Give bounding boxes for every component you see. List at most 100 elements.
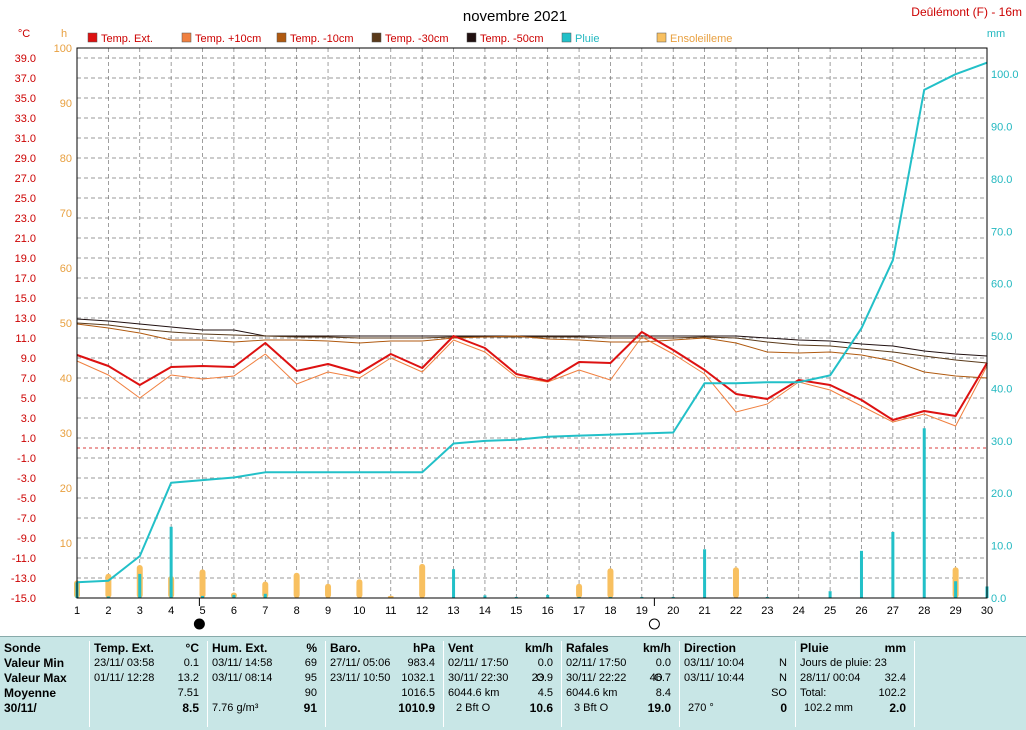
x-tick-label: 12 bbox=[416, 605, 428, 617]
temp-tick-label: -11.0 bbox=[12, 553, 36, 565]
temp-tick-label: 3.0 bbox=[21, 413, 36, 425]
row-label-avg: Moyenne bbox=[4, 686, 57, 700]
rain-bar bbox=[514, 596, 518, 598]
rain-bar bbox=[452, 569, 456, 598]
stats-col-gusts: Rafales km/h 02/11/ 17:50 0.0 30/11/ 22:22… bbox=[561, 641, 679, 727]
temp-tick-label: -9.0 bbox=[17, 533, 36, 545]
temp-tick-label: 35.0 bbox=[15, 93, 36, 105]
chart-grid bbox=[77, 48, 987, 599]
hum-col-title: Hum. Ext. bbox=[212, 641, 268, 655]
temp-tick-label: 7.0 bbox=[21, 373, 36, 385]
dir-current: 0 bbox=[780, 701, 787, 715]
hours-tick-label: 70 bbox=[60, 208, 72, 220]
legend-swatch bbox=[561, 32, 572, 43]
rain-bar bbox=[232, 594, 236, 598]
temp-tick-label: 39.0 bbox=[15, 53, 36, 65]
wind-avg-extra: 6044.6 km bbox=[448, 687, 500, 699]
temp-avg: 7.51 bbox=[177, 687, 199, 699]
temp-col-title: Temp. Ext. bbox=[94, 641, 154, 655]
sunshine-bar bbox=[356, 579, 363, 598]
gust-min: 0.0 bbox=[655, 657, 671, 669]
legend-label: Temp. -30cm bbox=[385, 33, 449, 45]
chart-axes: -15.0 -13.0 -11.0 -9.0 -7.0 -5.0 -3.0 -1.0 1.0 3.… bbox=[11, 43, 1019, 617]
rain-max-time: 28/11/ 00:04 bbox=[800, 672, 861, 684]
gust-avg-extra: 6044.6 km bbox=[566, 687, 618, 699]
legend-label: Ensoleilleme bbox=[670, 33, 732, 45]
stats-col-wind: Vent km/h 02/11/ 17:50 0.0 30/11/ 22:30 O 23… bbox=[443, 641, 561, 727]
hours-tick-label: 50 bbox=[60, 318, 72, 330]
baro-col-unit: hPa bbox=[412, 641, 435, 655]
wind-col-unit: km/h bbox=[524, 641, 553, 655]
dir-current-extra: 270 ° bbox=[688, 702, 714, 714]
gust-min-time: 02/11/ 17:50 bbox=[566, 657, 627, 669]
dir-avg: SO bbox=[771, 687, 787, 699]
x-tick-label: 1 bbox=[74, 605, 80, 617]
rain-tick-label: 20.0 bbox=[991, 488, 1012, 500]
stats-table: Sonde Valeur Min Valeur Max Moyenne 30/1… bbox=[0, 636, 1026, 730]
hum-max: 95 bbox=[304, 672, 317, 684]
x-tick-label: 23 bbox=[761, 605, 773, 617]
temp-tick-label: 27.0 bbox=[15, 173, 36, 185]
temp-tick-label: 37.0 bbox=[15, 73, 36, 85]
wind-max-time: 30/11/ 22:30 bbox=[448, 672, 509, 684]
rain-bar bbox=[608, 596, 612, 598]
x-tick-label: 2 bbox=[105, 605, 111, 617]
stats-col-direction: Direction 03/11/ 10:04 N 03/11/ 10:44 N SO… bbox=[679, 641, 795, 727]
x-tick-label: 4 bbox=[168, 605, 174, 617]
gust-col-unit: km/h bbox=[642, 641, 671, 655]
wind-col-title: Vent bbox=[448, 641, 474, 655]
rain-total: 102.2 bbox=[878, 687, 906, 699]
full-moon-icon bbox=[648, 618, 660, 630]
temp-tick-label: 11.0 bbox=[15, 333, 36, 345]
row-label-max: Valeur Max bbox=[4, 671, 67, 685]
rain-tick-label: 30.0 bbox=[991, 436, 1012, 448]
rain-bar bbox=[828, 591, 832, 598]
rain-total-label: Total: bbox=[800, 687, 827, 699]
rain-bar bbox=[922, 428, 926, 598]
temp-col-unit: °C bbox=[185, 641, 199, 655]
row-label-min: Valeur Min bbox=[4, 656, 65, 670]
x-tick-label: 13 bbox=[447, 605, 459, 617]
chart-title: novembre 2021 bbox=[463, 8, 567, 25]
sunshine-bar bbox=[293, 572, 300, 598]
wind-max: 23.9 bbox=[531, 672, 553, 684]
hum-min-time: 03/11/ 14:58 bbox=[212, 657, 273, 669]
rain-bar bbox=[891, 532, 895, 598]
baro-avg: 1016.5 bbox=[401, 687, 435, 699]
hours-tick-label: 100 bbox=[54, 43, 72, 55]
hum-min: 69 bbox=[304, 657, 317, 669]
temp-current: 8.5 bbox=[182, 701, 199, 715]
rain-bar bbox=[703, 549, 707, 598]
x-tick-label: 14 bbox=[479, 605, 491, 617]
sunshine-bar bbox=[576, 583, 583, 598]
dir-max: N bbox=[779, 672, 787, 684]
temp-tick-label: -15.0 bbox=[11, 593, 36, 605]
rain-bar bbox=[954, 581, 958, 598]
series-line-temp-ext- bbox=[76, 331, 988, 421]
temp-tick-label: 5.0 bbox=[21, 393, 36, 405]
legend-swatch bbox=[656, 32, 667, 43]
hours-tick-label: 10 bbox=[60, 538, 72, 550]
temp-tick-label: -3.0 bbox=[17, 473, 36, 485]
rain-tick-label: 70.0 bbox=[991, 226, 1012, 238]
new-moon-icon bbox=[193, 618, 205, 630]
sunshine-bar bbox=[325, 583, 332, 598]
rain-bar bbox=[546, 594, 550, 598]
rain-days: Jours de pluie: 23 bbox=[800, 657, 887, 669]
dir-min-time: 03/11/ 10:04 bbox=[684, 657, 745, 669]
temp-tick-label: 19.0 bbox=[15, 253, 36, 265]
baro-max-time: 23/11/ 10:50 bbox=[330, 672, 391, 684]
x-tick-label: 9 bbox=[325, 605, 331, 617]
series-line-pluie bbox=[76, 61, 988, 584]
hours-tick-label: 30 bbox=[60, 428, 72, 440]
series-line-temp-10cm bbox=[76, 336, 988, 427]
x-tick-label: 27 bbox=[887, 605, 899, 617]
rain-bar bbox=[765, 596, 769, 598]
series-line-temp-10cm bbox=[76, 323, 988, 379]
temp-tick-label: 9.0 bbox=[21, 353, 36, 365]
gust-max: 46.7 bbox=[649, 672, 671, 684]
wind-min: 0.0 bbox=[537, 657, 553, 669]
rain-bar bbox=[577, 596, 581, 598]
rain-bar bbox=[263, 593, 267, 598]
sunshine-bar bbox=[419, 563, 426, 598]
